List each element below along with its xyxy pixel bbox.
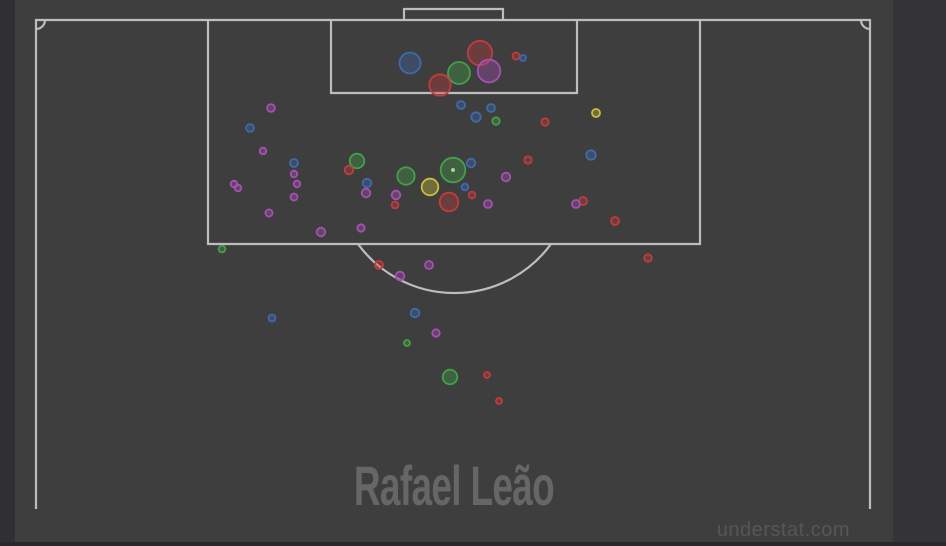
shot-dots [217,39,653,405]
page-right-margin [893,0,946,546]
corner-arc-right [859,19,871,31]
shot-dot-purple[interactable] [315,226,327,238]
shot-dot-green[interactable] [396,166,416,186]
shot-dot-blue[interactable] [409,307,421,319]
shot-dot-red[interactable] [495,397,503,405]
shot-dot-blue[interactable] [470,111,482,123]
shot-dot-blue[interactable] [361,177,373,189]
shot-dot-green[interactable] [447,61,471,85]
shot-dot-blue[interactable] [519,54,527,62]
shot-dot-red[interactable] [428,73,452,97]
corner-arc-left [35,19,47,31]
shot-dot-blue[interactable] [465,157,477,169]
shot-dot-red[interactable] [374,260,384,270]
shot-dot-purple[interactable] [233,183,243,193]
shot-dot-purple[interactable] [360,187,372,199]
shot-dot-red[interactable] [467,190,477,200]
shot-dot-blue[interactable] [245,123,255,133]
shot-dot-blue[interactable] [398,51,422,75]
page-bottom-edge [0,542,946,546]
shot-dot-red[interactable] [438,191,460,213]
shot-dot-purple[interactable] [483,199,493,209]
pitch-lines [34,7,872,509]
shot-dot-purple[interactable] [266,103,276,113]
shot-dot-purple[interactable] [289,192,299,202]
shot-dot-purple[interactable] [500,171,512,183]
shot-dot-purple[interactable] [424,260,434,270]
shot-dot-purple[interactable] [476,58,502,84]
shot-dot-blue[interactable] [456,100,466,110]
shot-dot-green[interactable] [403,339,411,347]
penalty-arc [357,243,552,295]
pitch-outline [34,18,872,509]
shot-dot-red[interactable] [540,117,550,127]
penalty-box [206,20,702,246]
shot-dot-green[interactable] [491,116,501,126]
shot-dot-purple[interactable] [390,189,402,201]
shot-dot-green[interactable] [217,244,227,254]
shot-dot-blue[interactable] [460,182,470,192]
shot-dot-purple[interactable] [292,179,302,189]
shot-dot-yellow[interactable] [420,177,440,197]
understat-watermark: understat.com [716,519,850,541]
shot-dot-green[interactable] [441,368,459,386]
shot-dot-yellow[interactable] [591,108,601,118]
shot-dot-red[interactable] [523,155,533,165]
shot-dot-blue[interactable] [486,103,496,113]
shot-dot-red[interactable] [610,216,620,226]
shot-dot-blue[interactable] [267,313,277,323]
shot-dot-blue[interactable] [289,158,299,168]
shot-dot-purple[interactable] [264,208,274,218]
shot-dot-green[interactable] [348,152,366,170]
shot-dot-purple[interactable] [289,169,299,179]
six-yard-box [329,20,579,95]
shot-dot-red[interactable] [343,164,355,176]
page-left-edge [0,0,15,546]
shot-dot-purple[interactable] [571,199,581,209]
shot-dot-red[interactable] [511,51,521,61]
shot-dot-blue[interactable] [585,149,597,161]
goal [402,7,505,20]
shot-dot-purple[interactable] [258,146,268,156]
shot-dot-purple[interactable] [394,270,406,282]
shot-dot-red[interactable] [483,371,491,379]
shot-dot-purple[interactable] [431,328,441,338]
shot-dot-purple[interactable] [356,223,366,233]
shot-dot-core [451,168,455,172]
chart-background [15,0,893,542]
shot-dot-red[interactable] [390,200,400,210]
shot-dot-red[interactable] [643,253,653,263]
